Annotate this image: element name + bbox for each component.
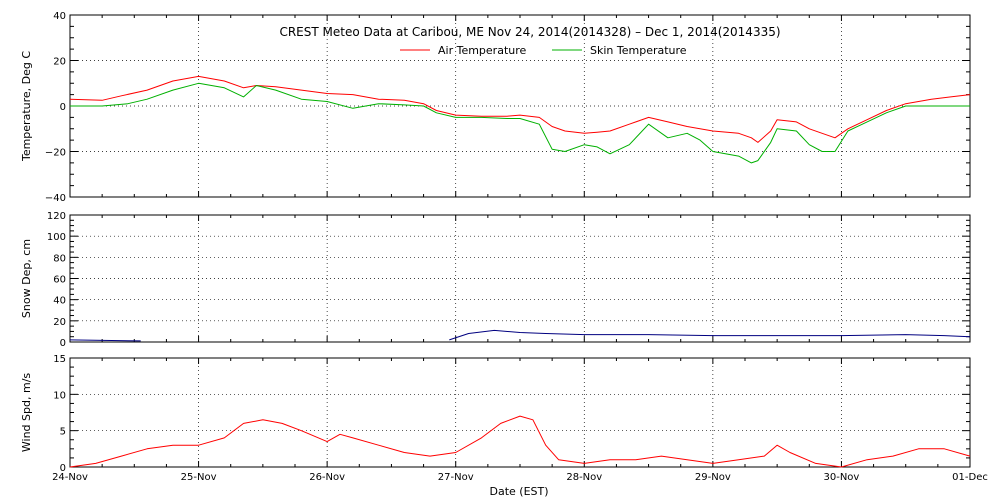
x-axis-title: Date (EST) [489, 485, 548, 498]
series-line-1-0 [69, 329, 971, 342]
x-tick-label: 30-Nov [823, 472, 859, 483]
x-tick-label: 28-Nov [566, 472, 602, 483]
series-air-temperature [69, 75, 971, 143]
y-tick-label: 60 [53, 275, 66, 286]
x-tick-label: 27-Nov [438, 472, 474, 483]
y-tick-label: −20 [45, 148, 66, 159]
y-tick-label: 120 [47, 211, 66, 222]
y-tick-label: 0 [60, 102, 66, 113]
y-axis-title: Snow Dep, cm [20, 239, 33, 318]
y-tick-label: 5 [60, 427, 66, 438]
x-tick-label: 01-Dec [952, 472, 988, 483]
chart-title: CREST Meteo Data at Caribou, ME Nov 24, … [279, 25, 780, 39]
x-tick-label: 24-Nov [52, 472, 88, 483]
y-axis-title: Temperature, Deg C [20, 51, 33, 162]
x-tick-label: 29-Nov [695, 472, 731, 483]
x-tick-labels: 24-Nov 25-Nov 26-Nov 27-Nov 28-Nov 29-Nov 30-N… [52, 472, 988, 483]
y-tick-label: 20 [53, 317, 66, 328]
x-tick-label: 25-Nov [181, 472, 217, 483]
y-axis-title: Wind Spd, m/s [20, 373, 33, 453]
panel-frame [69, 357, 971, 468]
wind-speed-panel: 15 10 5 0 Wind Spd, m/s [20, 354, 971, 474]
y-tick-label: 40 [53, 11, 66, 22]
y-tick-label: 0 [60, 463, 66, 474]
legend-label-skin: Skin Temperature [590, 44, 687, 57]
y-tick-label: 15 [53, 354, 66, 365]
y-tick-label: 40 [53, 296, 66, 307]
y-tick-label: 20 [53, 57, 66, 68]
y-tick-label: −40 [45, 193, 66, 204]
legend-label-air: Air Temperature [438, 44, 527, 57]
x-tick-label: 26-Nov [309, 472, 345, 483]
y-tick-label: 0 [60, 338, 66, 349]
y-tick-label: 10 [53, 390, 66, 401]
temperature-panel: 40 20 0 −20 −40 Temperature, Deg C [20, 11, 971, 204]
legend: Air Temperature Skin Temperature [400, 44, 687, 57]
snow-depth-panel: 120 100 80 60 40 20 0 Snow Dep, cm [20, 211, 971, 349]
y-tick-label: 80 [53, 253, 66, 264]
series-line-2-0 [69, 415, 971, 468]
series-skin-temperature [70, 82, 970, 164]
y-tick-label: 100 [47, 232, 66, 243]
